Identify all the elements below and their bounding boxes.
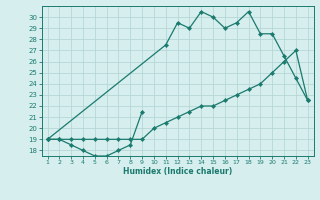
X-axis label: Humidex (Indice chaleur): Humidex (Indice chaleur) <box>123 167 232 176</box>
